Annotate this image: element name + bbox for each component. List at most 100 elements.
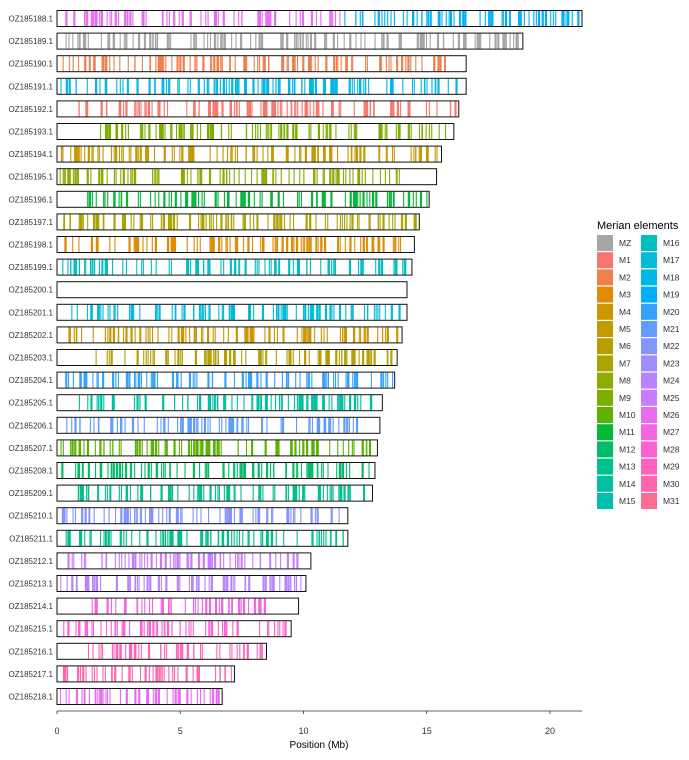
marker-stripe [137,33,141,49]
marker-stripe [304,304,306,320]
marker-stripe [118,101,121,117]
marker-stripe [166,33,169,49]
marker-stripe [239,259,241,275]
marker-stripe [239,643,241,659]
marker-stripe [179,621,181,637]
marker-stripe [98,485,100,501]
marker-stripe [63,508,66,524]
marker-stripe [355,191,357,207]
chromosome-label: OZ185202.1 [9,331,54,340]
marker-stripe [90,395,93,411]
marker-stripe [180,191,182,207]
marker-stripe [197,78,200,94]
marker-stripe [257,78,259,94]
marker-stripe [82,33,85,49]
chromosome-bar [56,484,373,502]
marker-stripe [133,395,135,411]
marker-stripe [252,78,255,94]
marker-stripe [297,191,299,207]
marker-stripe [238,78,240,94]
marker-stripe [109,689,111,704]
marker-stripe [309,327,312,343]
marker-stripe [115,576,119,591]
marker-stripe [98,146,100,162]
marker-stripe [358,259,360,275]
marker-stripe [121,666,123,682]
marker-stripe [195,33,197,49]
marker-stripe [259,124,262,139]
marker-stripe [223,191,225,207]
marker-stripe [75,78,77,94]
marker-stripe [177,576,179,591]
marker-stripe [227,327,229,343]
marker-stripe [134,643,137,659]
marker-stripe [330,417,332,433]
marker-stripe [316,191,318,207]
marker-stripe [382,237,385,252]
marker-stripe [320,259,322,275]
marker-stripe [271,101,273,117]
marker-stripe [286,33,289,49]
marker-stripe [291,440,293,456]
marker-stripe [229,259,231,275]
chromosome-label: OZ185217.1 [9,670,54,679]
marker-stripe [353,395,357,411]
marker-stripe [200,304,202,320]
marker-stripe [211,553,213,569]
marker-stripe [494,33,497,49]
marker-stripe [157,689,161,704]
marker-stripe [265,350,267,365]
marker-stripe [158,101,161,117]
chromosome-label: OZ185210.1 [9,512,54,521]
marker-stripe [416,11,418,26]
marker-stripe [261,11,263,26]
marker-stripe [345,56,348,72]
marker-stripe [187,78,189,94]
marker-stripe [220,214,223,230]
marker-stripe [351,350,354,365]
marker-stripe [271,146,273,162]
marker-stripe [236,101,238,117]
marker-stripe [182,169,185,185]
marker-stripe [164,463,166,478]
marker-stripe [323,169,325,185]
marker-stripe [207,395,210,411]
marker-stripe [296,463,298,478]
marker-stripe [221,530,224,546]
marker-stripe [320,237,323,252]
marker-stripe [168,598,170,614]
marker-stripe [327,463,329,478]
marker-stripe [292,56,294,72]
marker-stripe [79,33,81,49]
marker-stripe [144,598,146,614]
marker-stripe [78,463,81,478]
marker-stripe [64,169,66,185]
marker-stripe [277,440,280,456]
marker-stripe [201,327,203,343]
marker-stripe [74,169,76,185]
marker-stripe [279,101,281,117]
marker-stripe [156,666,158,682]
marker-stripe [103,508,105,524]
marker-stripe [266,11,268,26]
marker-stripe [92,259,94,275]
chromosome-bar [56,575,307,592]
marker-stripe [79,417,81,433]
marker-stripe [357,191,359,207]
marker-stripe [382,214,385,230]
marker-stripe [203,191,205,207]
marker-stripe [98,169,101,185]
marker-stripe [99,11,101,26]
marker-stripe [200,124,202,139]
marker-stripe [321,530,323,546]
marker-stripe [310,304,312,320]
marker-stripe [311,417,313,433]
marker-stripe [251,327,254,343]
marker-stripe [279,576,281,591]
marker-stripe [85,372,88,388]
marker-stripe [156,417,158,433]
marker-stripe [338,508,340,524]
marker-stripe [69,214,71,230]
marker-stripe [144,666,147,682]
marker-stripe [169,463,171,478]
